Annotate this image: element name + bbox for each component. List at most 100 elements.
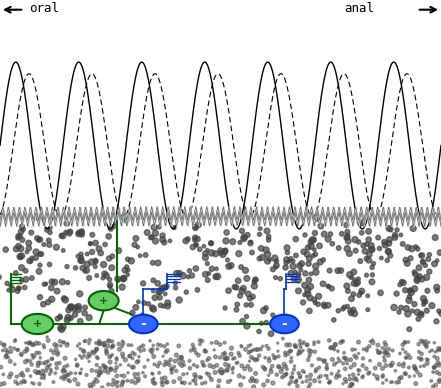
Point: [247, 348, 254, 355]
Point: [375, 349, 382, 355]
Point: [105, 233, 112, 239]
Point: [192, 224, 199, 230]
Point: [154, 280, 161, 286]
Point: [149, 370, 156, 376]
Point: [387, 362, 394, 369]
Point: [236, 239, 243, 246]
Point: [235, 278, 242, 284]
Point: [412, 381, 419, 387]
Point: [374, 347, 381, 353]
Point: [191, 372, 198, 378]
Point: [273, 258, 280, 264]
Point: [303, 251, 310, 257]
Point: [206, 270, 213, 277]
Point: [283, 256, 290, 263]
Point: [15, 243, 22, 249]
Point: [392, 234, 399, 241]
Point: [154, 260, 161, 266]
Point: [311, 247, 318, 253]
Point: [397, 232, 404, 238]
Point: [300, 249, 307, 255]
Point: [374, 342, 381, 348]
Point: [22, 348, 29, 355]
Point: [150, 342, 157, 348]
Point: [245, 343, 252, 349]
Point: [199, 362, 206, 368]
Point: [354, 378, 361, 384]
Point: [258, 245, 265, 251]
Point: [272, 264, 279, 270]
Point: [126, 353, 133, 359]
Point: [84, 354, 91, 360]
Point: [325, 283, 332, 289]
Point: [225, 364, 232, 370]
Point: [366, 369, 373, 376]
Point: [422, 262, 429, 268]
Point: [303, 374, 310, 380]
Point: [17, 255, 24, 261]
Point: [293, 344, 300, 350]
Point: [96, 369, 103, 375]
Point: [351, 237, 359, 243]
Point: [284, 245, 291, 251]
Point: [187, 365, 194, 371]
Point: [363, 241, 370, 247]
Point: [379, 380, 386, 386]
Point: [305, 357, 312, 363]
Point: [236, 373, 243, 379]
Point: [392, 367, 399, 374]
Point: [362, 248, 369, 255]
Point: [276, 364, 283, 370]
Point: [404, 311, 411, 317]
Point: [329, 357, 336, 363]
Point: [61, 355, 68, 361]
Point: [311, 349, 318, 355]
Point: [196, 246, 203, 253]
Point: [264, 258, 271, 264]
Point: [326, 378, 333, 385]
Point: [323, 364, 330, 371]
Point: [282, 264, 289, 270]
Point: [248, 354, 255, 360]
Point: [301, 292, 308, 298]
Point: [296, 373, 303, 379]
Point: [64, 362, 71, 369]
Point: [269, 312, 277, 318]
Point: [105, 338, 112, 344]
Point: [385, 248, 392, 255]
Point: [50, 350, 57, 356]
Point: [150, 277, 157, 283]
Point: [287, 256, 294, 262]
Point: [17, 246, 24, 252]
Point: [25, 240, 32, 246]
Point: [282, 364, 289, 370]
Point: [262, 247, 269, 253]
Point: [295, 370, 302, 376]
Point: [419, 338, 426, 345]
Point: [0, 274, 2, 280]
Point: [294, 352, 301, 358]
Ellipse shape: [270, 315, 299, 333]
Point: [135, 299, 142, 305]
Point: [229, 239, 236, 245]
Point: [340, 360, 347, 367]
Point: [333, 360, 340, 366]
Point: [304, 287, 311, 293]
Point: [264, 251, 271, 257]
Point: [418, 356, 425, 362]
Point: [131, 242, 138, 248]
Point: [406, 288, 413, 294]
Point: [124, 272, 131, 278]
Point: [352, 375, 359, 381]
Point: [151, 224, 158, 230]
Point: [17, 372, 24, 378]
Point: [426, 340, 433, 346]
Point: [149, 346, 156, 353]
Point: [233, 284, 240, 291]
Point: [34, 363, 41, 369]
Point: [291, 366, 298, 372]
Point: [233, 307, 240, 313]
Point: [433, 362, 440, 369]
Point: [93, 340, 100, 346]
Point: [154, 341, 161, 348]
